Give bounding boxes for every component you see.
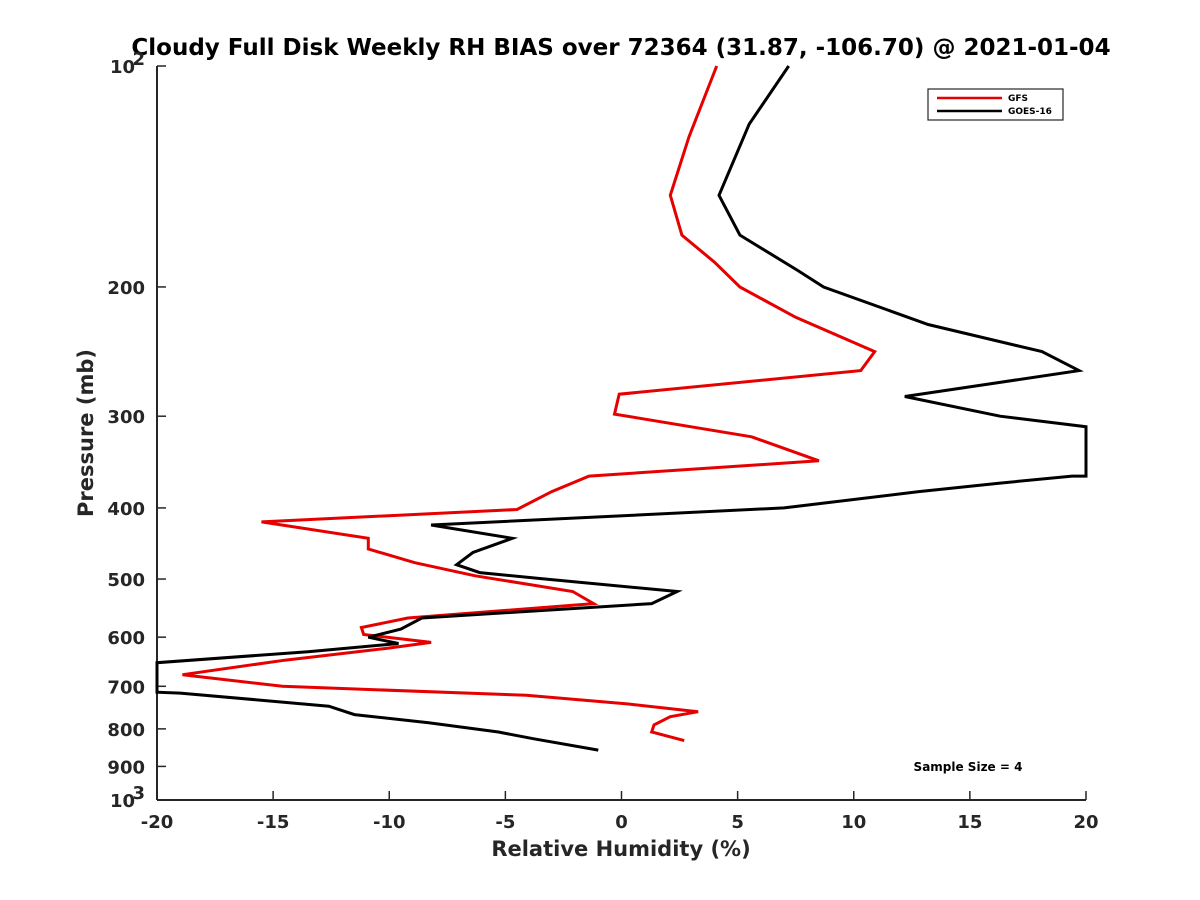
y-tick-label: 500	[107, 570, 145, 591]
axes	[156, 65, 1087, 801]
x-tick-labels: -20 -15 -10 -5 0 5 10 15 20	[141, 812, 1099, 833]
x-tick-label: -20	[141, 812, 174, 833]
y-tick-label: 10	[110, 57, 135, 78]
y-tick-label: 700	[107, 677, 145, 698]
y-tick-label: 300	[107, 407, 145, 428]
y-axis-label: Pressure (mb)	[74, 349, 98, 517]
legend-label-gfs: GFS	[1008, 94, 1028, 104]
y-tick-label: 800	[107, 720, 145, 741]
x-tick-label: -15	[257, 812, 290, 833]
y-tick-label: 10	[110, 791, 135, 812]
x-axis-label: Relative Humidity (%)	[491, 837, 750, 861]
chart-title: Cloudy Full Disk Weekly RH BIAS over 723…	[131, 35, 1110, 61]
x-tick-label: -5	[495, 812, 515, 833]
x-tick-label: 20	[1073, 812, 1098, 833]
series-lines	[155, 65, 1088, 752]
y-tick-exponent: 3	[132, 783, 145, 804]
series-line-goes16	[155, 65, 1088, 752]
x-tick-label: 5	[731, 812, 744, 833]
x-tick-label: 10	[841, 812, 866, 833]
x-tick-label: 0	[615, 812, 628, 833]
x-tick-label: 15	[957, 812, 982, 833]
y-tick-label: 400	[107, 499, 145, 520]
y-tick-label: 900	[107, 757, 145, 778]
legend: GFS GOES-16	[927, 88, 1064, 121]
legend-label-goes16: GOES-16	[1008, 107, 1052, 117]
y-tick-label: 600	[107, 628, 145, 649]
sample-size-annotation: Sample Size = 4	[914, 760, 1023, 774]
x-tick-label: -10	[373, 812, 406, 833]
y-tick-label: 200	[107, 278, 145, 299]
y-tick-exponent: 2	[132, 49, 145, 70]
series-line-gfs	[182, 65, 878, 743]
legend-box	[927, 88, 1064, 121]
